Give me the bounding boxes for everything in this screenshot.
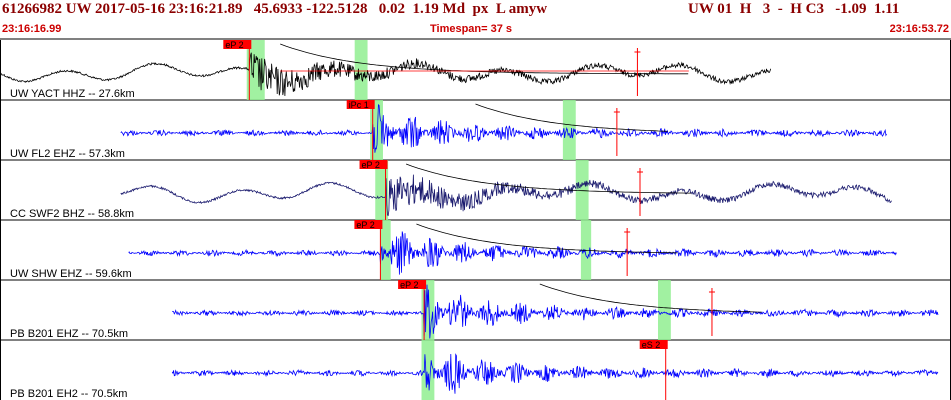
phase-pick-flag: [354, 220, 383, 229]
coda-decay-curve: [416, 223, 678, 254]
phase-pick-flag: [359, 160, 388, 169]
station-label: UW SHW EHZ -- 59.6km: [10, 268, 132, 280]
station-label: PB B201 EH2 -- 70.5km: [10, 388, 127, 400]
analysis-window: [375, 160, 389, 220]
phase-pick-label: eP 2: [356, 220, 374, 230]
station-label: PB B201 EHZ -- 70.5km: [10, 328, 128, 340]
waveform-trace: [172, 284, 939, 339]
phase-pick-label: eP 2: [400, 280, 418, 290]
magnitude-summary-line: UW 01 H 3 - H C3 -1.09 1.11: [688, 1, 900, 17]
waveform-trace: [120, 174, 892, 217]
waveform-trace: [0, 52, 772, 97]
phase-pick-label: eP 2: [362, 160, 380, 170]
phase-pick-label: eS 2: [642, 340, 661, 350]
coda-decay-curve: [475, 103, 668, 132]
station-label: CC SWF2 BHZ -- 58.8km: [10, 208, 134, 220]
event-header: 61266982 UW 2017-05-16 23:16:21.89 45.69…: [0, 0, 951, 35]
analysis-window: [421, 340, 435, 400]
phase-pick-flag: [346, 100, 375, 109]
coda-decay-curve: [405, 163, 692, 194]
station-label: UW FL2 EHZ -- 57.3km: [10, 148, 125, 160]
coda-decay-curve: [539, 283, 762, 313]
phase-pick-label: iPc 1: [349, 100, 369, 110]
analysis-window: [562, 100, 576, 160]
phase-pick-flag: [639, 340, 668, 349]
analysis-window: [575, 160, 589, 220]
station-label: UW YACT HHZ -- 27.6km: [10, 88, 135, 100]
coda-decay-curve: [280, 43, 689, 75]
waveform-trace: [171, 353, 939, 394]
start-time: 23:16:16.99: [2, 23, 62, 35]
phase-pick-flag: [223, 40, 252, 49]
analysis-window: [354, 40, 368, 100]
waveform-trace: [128, 231, 897, 275]
timespan-label: Timespan= 37 s: [430, 23, 513, 35]
event-summary-line: 61266982 UW 2017-05-16 23:16:21.89 45.69…: [2, 1, 548, 17]
end-time: 23:16:53.72: [889, 23, 949, 35]
analysis-window: [657, 280, 671, 340]
waveform-trace: [120, 104, 887, 153]
phase-pick-flag: [398, 280, 427, 289]
phase-pick-label: eP 2: [225, 40, 243, 50]
analysis-window: [580, 220, 592, 280]
